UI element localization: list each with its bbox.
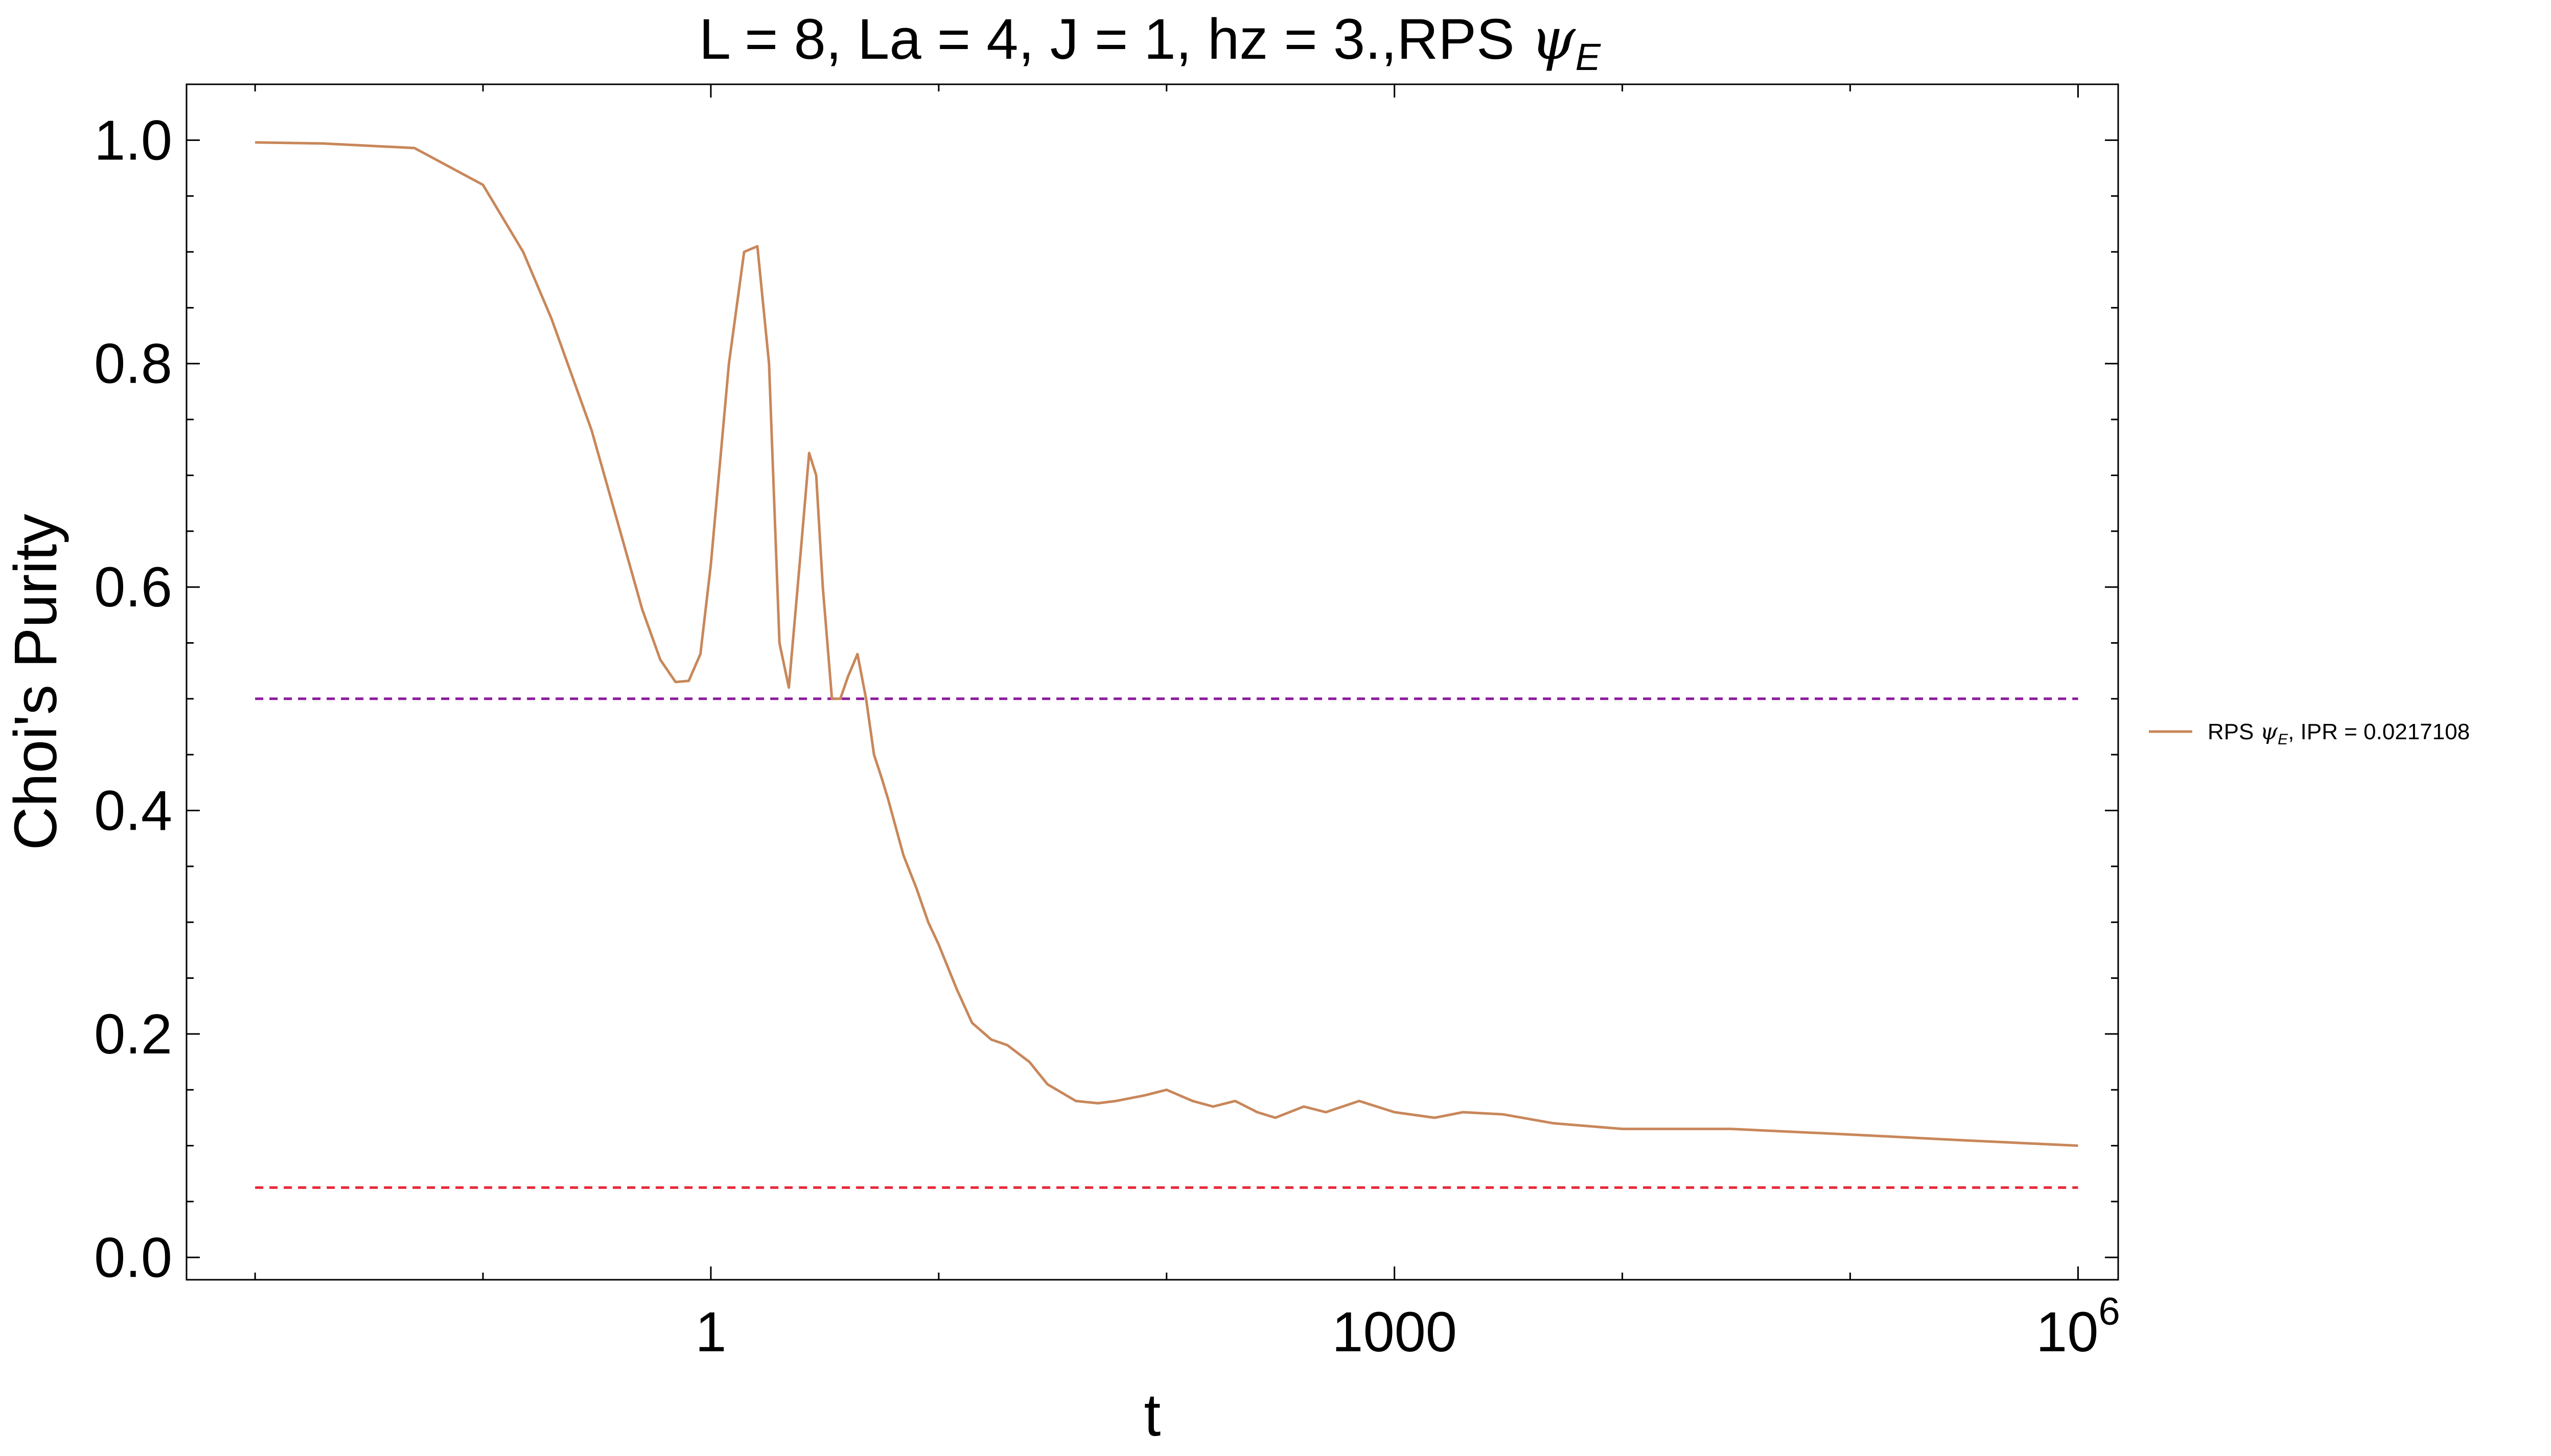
y-tick-label: 0.8: [94, 333, 172, 395]
chart-title-symbol: ψ: [1530, 6, 1576, 73]
reference-lines: [255, 697, 2078, 1189]
axis-ticks: [187, 84, 2118, 1280]
x-axis-label: t: [1144, 1381, 1161, 1449]
y-tick-label: 1.0: [94, 109, 172, 172]
x-tick-label-base: 10: [2036, 1301, 2098, 1364]
legend: RPS ψE, IPR = 0.0217108: [2149, 719, 2470, 748]
legend-label-symbol: ψ: [2260, 719, 2278, 745]
y-tick-label: 0.6: [94, 556, 172, 619]
chart-title-text: L = 8, La = 4, J = 1, hz = 3.,RPS: [699, 7, 1530, 71]
legend-label-prefix: RPS: [2208, 719, 2260, 744]
y-axis-label: Choi's Purity: [2, 514, 69, 851]
y-tick-labels: 0.0 0.2 0.4 0.6 0.8 1.0: [94, 109, 172, 1289]
chart-title: L = 8, La = 4, J = 1, hz = 3.,RPS ψE: [699, 6, 1602, 78]
x-tick-label: 106: [2036, 1290, 2120, 1364]
x-tick-label-exponent: 6: [2099, 1290, 2120, 1333]
series-layer: [255, 141, 2078, 1147]
chart-title-subscript: E: [1575, 36, 1602, 78]
y-tick-label: 0.0: [94, 1226, 172, 1289]
x-tick-label: 1: [695, 1301, 726, 1364]
y-tick-label: 0.2: [94, 1003, 172, 1066]
y-tick-label: 0.4: [94, 779, 172, 842]
legend-label: RPS ψE, IPR = 0.0217108: [2208, 719, 2470, 748]
series-line: [255, 141, 2078, 1147]
x-tick-labels: 1 1000 106: [695, 1290, 2120, 1364]
x-tick-label: 1000: [1332, 1301, 1457, 1364]
legend-label-suffix: , IPR = 0.0217108: [2288, 719, 2470, 744]
legend-label-subscript: E: [2278, 731, 2288, 748]
plot-frame: [185, 83, 2119, 1281]
